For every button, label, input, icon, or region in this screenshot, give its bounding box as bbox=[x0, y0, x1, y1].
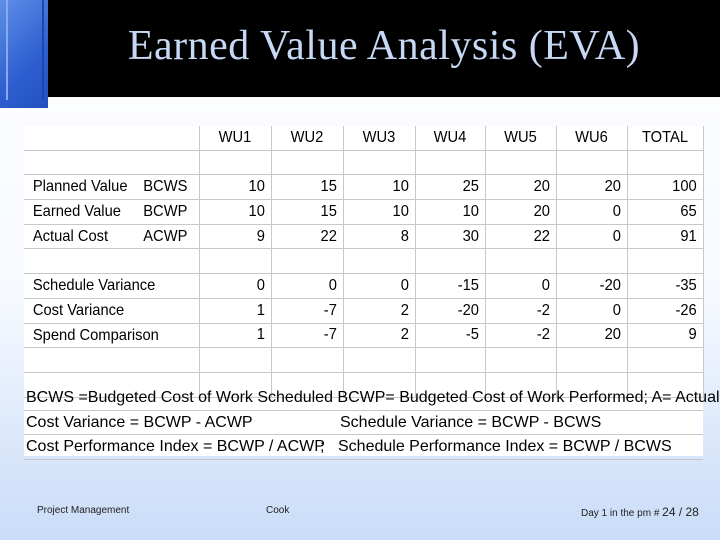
note-line-definitions: BCWS =Budgeted Cost of Work Scheduled BC… bbox=[24, 386, 720, 411]
value-cell: 15 bbox=[273, 199, 341, 225]
value-cell: 2 bbox=[345, 323, 413, 349]
value-cell: 0 bbox=[487, 273, 554, 299]
value-cell: -15 bbox=[417, 273, 483, 299]
spreadsheet: WU1 WU2 WU3 WU4 WU5 WU6 TOTAL Planned Va… bbox=[24, 126, 703, 456]
value-cell: 0 bbox=[558, 298, 625, 324]
value-cell: 0 bbox=[273, 273, 341, 299]
total-cell: -26 bbox=[630, 298, 701, 324]
value-cell: -20 bbox=[558, 273, 625, 299]
value-cell: 20 bbox=[558, 323, 625, 349]
row-label: Cost Variance bbox=[31, 298, 193, 324]
value-cell: 20 bbox=[487, 174, 554, 201]
header-cell: TOTAL bbox=[630, 126, 701, 151]
value-cell: 25 bbox=[417, 174, 483, 201]
total-cell: 9 bbox=[630, 323, 701, 349]
table-row: Cost Variance 1 -7 2 -20 -2 0 -26 bbox=[24, 298, 703, 324]
formula-notes: BCWS =Budgeted Cost of Work Scheduled BC… bbox=[24, 386, 720, 461]
header-cell: WU1 bbox=[201, 126, 269, 151]
value-cell: 30 bbox=[417, 224, 483, 250]
cost-variance-formula: Cost Variance = BCWP - ACWP bbox=[26, 413, 253, 431]
header-cell: WU4 bbox=[417, 126, 483, 151]
value-cell: 22 bbox=[487, 224, 554, 250]
footer-author: Cook bbox=[266, 505, 290, 516]
value-cell: -2 bbox=[487, 298, 554, 324]
table-row: Schedule Variance 0 0 0 -15 0 -20 -35 bbox=[24, 273, 703, 299]
value-cell: 10 bbox=[201, 199, 269, 225]
total-cell: -35 bbox=[630, 273, 701, 299]
total-cell: 65 bbox=[630, 199, 701, 225]
table-row: Planned Value BCWS 10 15 10 25 20 20 100 bbox=[24, 174, 703, 201]
value-cell: 10 bbox=[345, 174, 413, 201]
header-row: WU1 WU2 WU3 WU4 WU5 WU6 TOTAL bbox=[24, 126, 703, 151]
total-cell: 91 bbox=[630, 224, 701, 250]
value-cell: -7 bbox=[273, 323, 341, 349]
value-cell: 15 bbox=[273, 174, 341, 201]
value-cell: 10 bbox=[417, 199, 483, 225]
footer-course: Project Management bbox=[37, 505, 130, 516]
row-label: Schedule Variance bbox=[31, 273, 193, 299]
value-cell: 10 bbox=[345, 199, 413, 225]
empty-row bbox=[24, 150, 703, 176]
value-cell: 22 bbox=[273, 224, 341, 250]
row-abbr: BCWP bbox=[143, 203, 188, 221]
table-row: Spend Comparison 1 -7 2 -5 -2 20 9 bbox=[24, 323, 703, 349]
title-bar bbox=[0, 0, 720, 97]
formula-separator: ; bbox=[320, 438, 325, 456]
header-cell: WU2 bbox=[273, 126, 341, 151]
value-cell: 20 bbox=[487, 199, 554, 225]
schedule-variance-formula: Schedule Variance = BCWP - BCWS bbox=[340, 413, 602, 431]
footer-slide-number: Day 1 in the pm # 24 / 28 bbox=[581, 505, 699, 519]
empty-row bbox=[24, 347, 703, 373]
empty-row bbox=[24, 248, 703, 275]
total-cell: 100 bbox=[630, 174, 701, 201]
row-name: Planned Value bbox=[32, 178, 128, 196]
note-line-indices: Cost Performance Index = BCWP / ACWP ; S… bbox=[24, 435, 703, 461]
row-name: Spend Comparison bbox=[32, 326, 159, 344]
value-cell: 20 bbox=[558, 174, 625, 201]
row-label: Planned Value BCWS bbox=[31, 174, 193, 201]
value-cell: 2 bbox=[345, 298, 413, 324]
header-cell: WU6 bbox=[558, 126, 625, 151]
empty-row bbox=[24, 372, 703, 398]
value-cell: 10 bbox=[201, 174, 269, 201]
row-name: Cost Variance bbox=[32, 301, 125, 319]
row-label: Actual Cost ACWP bbox=[31, 224, 193, 250]
row-label: Earned Value BCWP bbox=[31, 199, 193, 225]
footer-page-count: 24 / 28 bbox=[662, 505, 699, 519]
table-row: Actual Cost ACWP 9 22 8 30 22 0 91 bbox=[24, 224, 703, 250]
row-name: Earned Value bbox=[32, 203, 121, 221]
header-cell: WU3 bbox=[345, 126, 413, 151]
note-line-variances: Cost Variance = BCWP - ACWP Schedule Var… bbox=[24, 411, 703, 436]
value-cell: 1 bbox=[201, 323, 269, 349]
value-cell: 0 bbox=[558, 224, 625, 250]
cpi-formula: Cost Performance Index = BCWP / ACWP bbox=[26, 438, 325, 456]
value-cell: 0 bbox=[201, 273, 269, 299]
value-cell: 8 bbox=[345, 224, 413, 250]
row-abbr: BCWS bbox=[143, 178, 188, 196]
value-cell: 1 bbox=[201, 298, 269, 324]
header-blank-cell bbox=[31, 126, 193, 151]
row-label: Spend Comparison bbox=[31, 323, 193, 349]
row-name: Actual Cost bbox=[32, 227, 109, 245]
value-cell: -5 bbox=[417, 323, 483, 349]
value-cell: 0 bbox=[345, 273, 413, 299]
value-cell: -2 bbox=[487, 323, 554, 349]
value-cell: 9 bbox=[201, 224, 269, 250]
definitions-text: BCWS =Budgeted Cost of Work Scheduled BC… bbox=[26, 389, 720, 406]
slide-title: Earned Value Analysis (EVA) bbox=[127, 23, 641, 69]
accent-bevel bbox=[6, 0, 44, 100]
value-cell: 0 bbox=[558, 199, 625, 225]
value-cell: -20 bbox=[417, 298, 483, 324]
row-name: Schedule Variance bbox=[32, 277, 156, 295]
eva-table: WU1 WU2 WU3 WU4 WU5 WU6 TOTAL Planned Va… bbox=[24, 126, 704, 398]
header-cell: WU5 bbox=[487, 126, 554, 151]
accent-block bbox=[0, 0, 48, 108]
spi-formula: Schedule Performance Index = BCWP / BCWS bbox=[338, 438, 672, 456]
row-abbr: ACWP bbox=[143, 227, 188, 245]
value-cell: -7 bbox=[273, 298, 341, 324]
table-row: Earned Value BCWP 10 15 10 10 20 0 65 bbox=[24, 199, 703, 225]
footer-slide-prefix: Day 1 in the pm # bbox=[581, 508, 660, 519]
